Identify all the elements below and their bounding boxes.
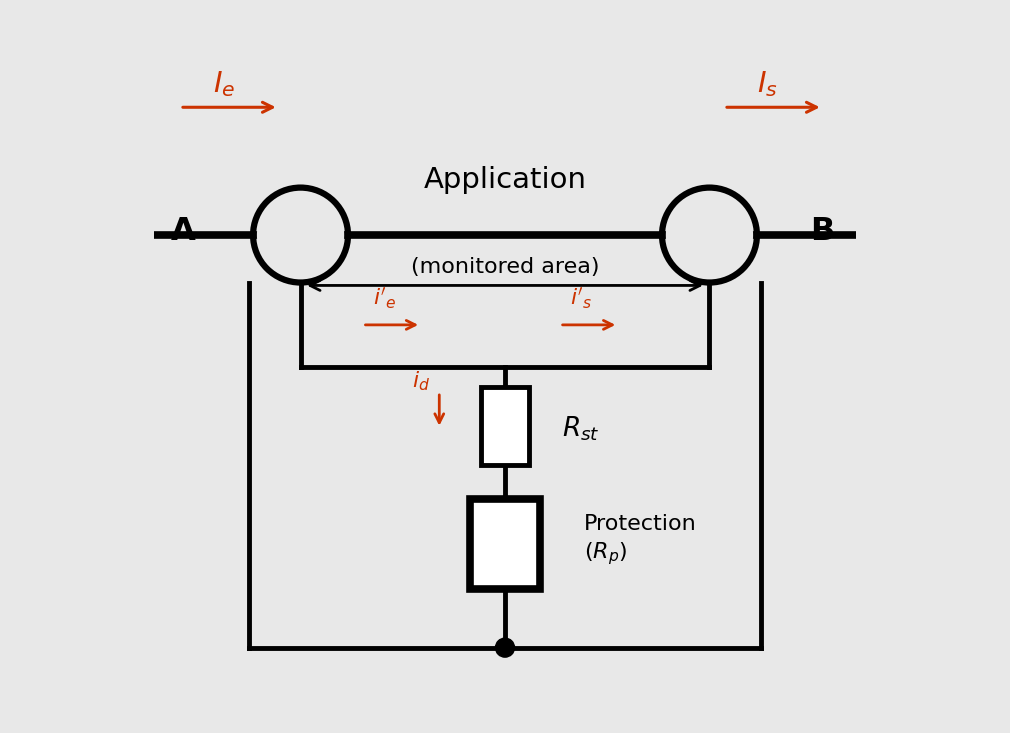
- Text: $i_d$: $i_d$: [412, 369, 430, 393]
- Text: $i'_e$: $i'_e$: [373, 286, 396, 311]
- Text: $R_{st}$: $R_{st}$: [562, 414, 600, 443]
- Text: Protection: Protection: [584, 515, 697, 534]
- Text: $I_e$: $I_e$: [213, 69, 235, 99]
- Bar: [471, 499, 539, 589]
- Circle shape: [496, 638, 514, 657]
- Text: (monitored area): (monitored area): [411, 257, 599, 277]
- Text: B: B: [810, 216, 835, 247]
- Text: A: A: [172, 216, 196, 247]
- Text: $i'_s$: $i'_s$: [571, 286, 593, 311]
- Text: Application: Application: [423, 166, 587, 194]
- Circle shape: [666, 191, 753, 279]
- Circle shape: [257, 191, 344, 279]
- Bar: [482, 387, 528, 465]
- Text: $(R_p)$: $(R_p)$: [584, 540, 627, 567]
- Text: $I_s$: $I_s$: [758, 69, 779, 99]
